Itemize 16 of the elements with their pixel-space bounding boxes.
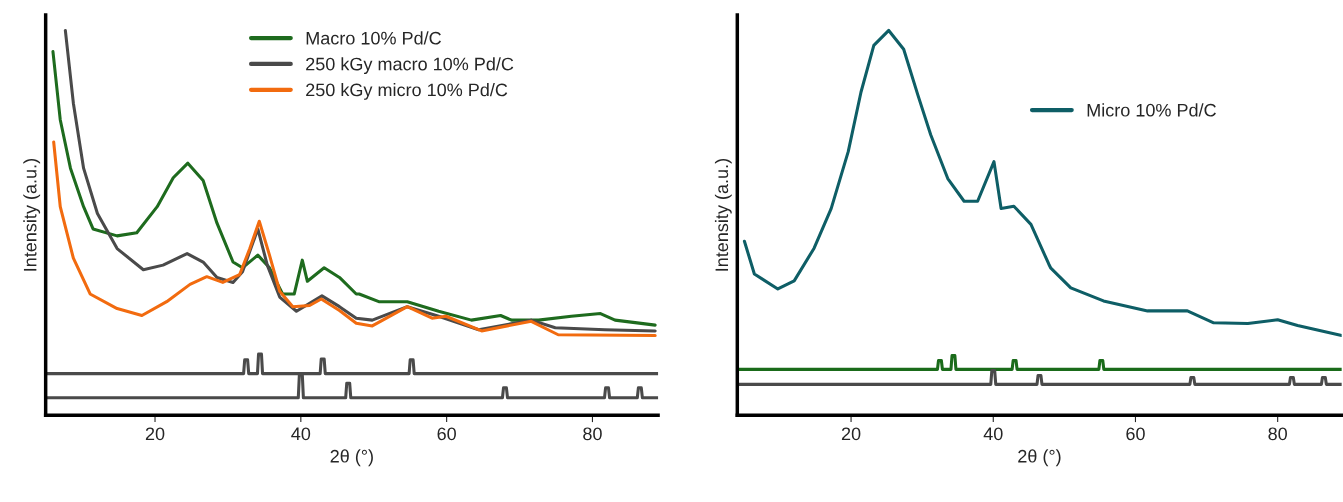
x-axis-title: 2θ (°)	[1018, 449, 1061, 467]
x-tick-label: 60	[1126, 427, 1145, 441]
legend-label: 250 kGy macro 10% Pd/C	[306, 57, 514, 74]
legend-label: 250 kGy micro 10% Pd/C	[306, 83, 508, 100]
y-axis-title: Intensity (a.u.)	[714, 159, 732, 271]
legend-label: Macro 10% Pd/C	[306, 31, 441, 45]
x-tick-label: 40	[291, 427, 311, 441]
legend-label: Micro 10% Pd/C	[1087, 103, 1216, 117]
x-tick-label: 80	[1268, 427, 1287, 441]
x-tick-label: 20	[145, 427, 165, 441]
x-axis-title: 2θ (°)	[330, 449, 373, 467]
x-tick-label: 40	[983, 427, 1003, 441]
x-tick-label: 20	[841, 427, 861, 441]
x-tick-label: 60	[437, 427, 456, 441]
y-axis-title: Intensity (a.u.)	[23, 159, 41, 271]
x-tick-label: 80	[583, 427, 602, 441]
